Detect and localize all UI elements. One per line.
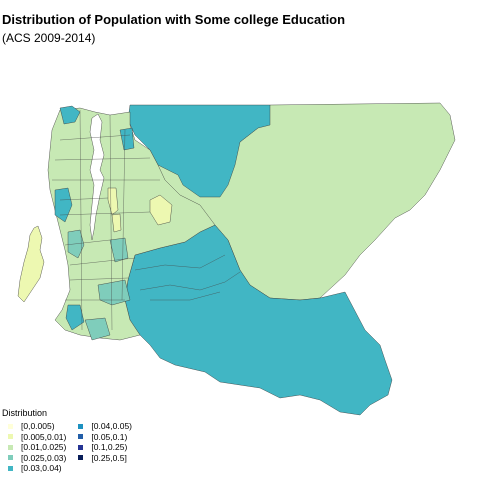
legend-item: [0.1,0.25) xyxy=(72,442,132,452)
legend-swatch xyxy=(8,423,13,429)
legend-swatch xyxy=(78,423,84,429)
legend-swatch xyxy=(8,465,13,471)
map-title: Distribution of Population with Some col… xyxy=(2,12,346,27)
legend-swatch xyxy=(78,455,84,460)
map-legend: Distribution [0,0.005) [0.005,0.01) [0.0… xyxy=(2,408,132,474)
region-north-teal xyxy=(127,104,271,198)
tract-teal-2 xyxy=(54,187,73,223)
legend-label: [0.05,0.1) xyxy=(91,431,128,442)
legend-item: [0.04,0.05) xyxy=(72,421,132,431)
legend-swatch xyxy=(78,434,84,439)
legend-item: [0.05,0.1) xyxy=(72,432,132,442)
legend-swatch xyxy=(8,455,13,460)
tract-teal-5 xyxy=(84,317,111,341)
vashon-island xyxy=(17,225,45,303)
legend-label: [0,0.005) xyxy=(21,421,55,431)
map-subtitle: (ACS 2009-2014) xyxy=(2,31,96,45)
legend-label: [0.04,0.05) xyxy=(91,421,133,431)
tract-teal-6 xyxy=(65,304,85,331)
legend-column-1: [0,0.005) [0.005,0.01) [0.01,0.025) [0.0… xyxy=(2,421,66,474)
legend-item: [0.005,0.01) xyxy=(2,432,66,442)
legend-item: [0.25,0.5] xyxy=(72,453,132,463)
legend-swatch xyxy=(78,444,84,450)
legend-item: [0.01,0.025) xyxy=(2,442,66,452)
legend-label: [0.03,0.04) xyxy=(21,463,62,473)
legend-label: [0.1,0.25) xyxy=(91,442,128,452)
legend-item: [0.025,0.03) xyxy=(2,453,66,463)
tract-teal-3 xyxy=(67,229,85,259)
legend-title: Distribution xyxy=(2,408,48,418)
legend-column-2: [0.04,0.05) [0.05,0.1) [0.1,0.25) [0.25,… xyxy=(72,421,132,474)
region-south-teal xyxy=(124,224,393,416)
legend-label: [0.25,0.5] xyxy=(91,452,127,463)
legend-swatch xyxy=(8,444,13,450)
legend-label: [0.005,0.01) xyxy=(21,431,67,442)
legend-item: [0.03,0.04) xyxy=(2,463,66,473)
tract-teal-8 xyxy=(119,127,135,151)
tract-teal-1 xyxy=(59,105,81,125)
legend-label: [0.025,0.03) xyxy=(21,452,67,463)
tract-teal-7 xyxy=(109,237,129,263)
legend-item: [0,0.005) xyxy=(2,421,66,431)
tract-yellow-3 xyxy=(111,213,122,233)
legend-label: [0.01,0.025) xyxy=(21,442,67,452)
legend-swatch xyxy=(8,434,13,439)
